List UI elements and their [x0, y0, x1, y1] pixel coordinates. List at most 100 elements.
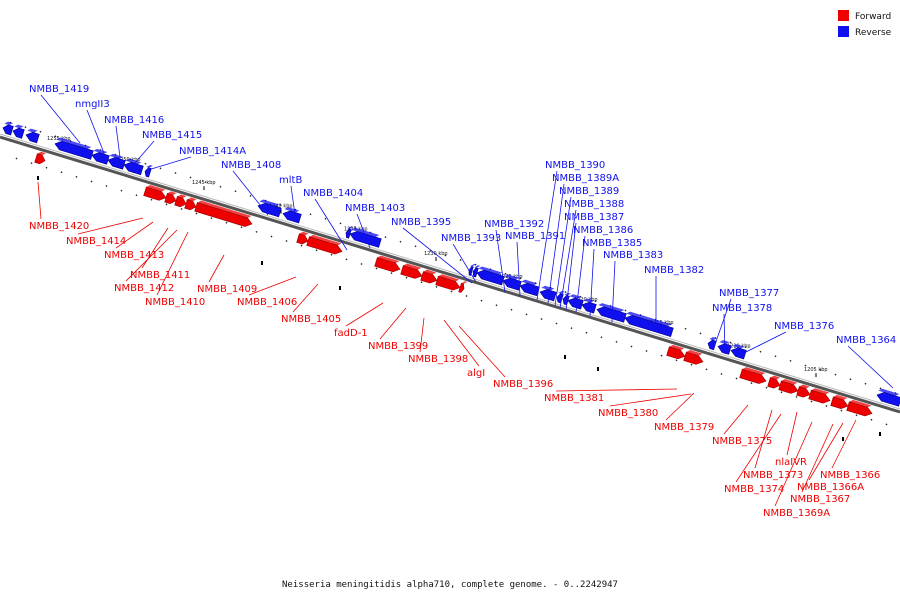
leader-nmbb-1405 [292, 283, 319, 313]
leader-nmbb-1416 [115, 125, 121, 158]
gene-label-nmbb-1414a[interactable]: NMBB_1414A [179, 146, 246, 157]
ruler-dot-lower [630, 345, 633, 348]
gene-label-nmbb-1413[interactable]: NMBB_1413 [104, 250, 164, 261]
gene-arrow-nmbb-1414a [144, 165, 153, 178]
ruler-dot-lower [390, 272, 393, 275]
ruler-dot-upper [219, 185, 222, 188]
gene-label-nmbb-1381[interactable]: NMBB_1381 [544, 393, 604, 404]
ruler-dot-lower [480, 299, 483, 302]
leader-nmbb-1395 [402, 227, 473, 284]
ruler-dot-upper [594, 300, 597, 303]
gene-arrow-nmbb-1366 [846, 399, 873, 417]
ruler-dot-lower [675, 359, 678, 362]
leader-nmbb-1414 [77, 217, 144, 235]
gene-label-nmbb-1414[interactable]: NMBB_1414 [66, 236, 126, 247]
ruler-dot-upper [774, 355, 777, 358]
leader-nmbb-1383 [611, 260, 616, 323]
ruler-dot-lower [105, 185, 108, 188]
gene-label-nmgii3[interactable]: nmgII3 [75, 99, 110, 110]
gene-label-nmbb-1420[interactable]: NMBB_1420 [29, 221, 89, 232]
gene-label-nmbb-1379[interactable]: NMBB_1379 [654, 422, 714, 433]
gene-arrow-fadd-1 [374, 255, 401, 273]
gene-label-mltb[interactable]: mltB [279, 175, 302, 186]
gene-arrow-nmbb-1381 [666, 344, 686, 360]
scale-tick-label: 1205 kbp [804, 367, 828, 373]
gene-label-nmbb-1415[interactable]: NMBB_1415 [142, 130, 202, 141]
gene-label-nmbb-1364[interactable]: NMBB_1364 [836, 335, 896, 346]
gene-label-nmbb-1390[interactable]: NMBB_1390 [545, 160, 605, 171]
gene-label-nmbb-1366[interactable]: NMBB_1366 [820, 470, 880, 481]
ruler-dot-lower [225, 221, 228, 224]
legend: Forward Reverse [838, 10, 892, 38]
ruler-dot-lower [855, 414, 858, 417]
ruler-dot-lower [540, 317, 543, 320]
gene-label-nmbb-1388[interactable]: NMBB_1388 [564, 199, 624, 210]
leader-algi [443, 319, 480, 367]
ruler-dot-upper [459, 259, 462, 262]
genome-axis [0, 133, 900, 414]
gene-label-nmbb-1375[interactable]: NMBB_1375 [712, 436, 772, 447]
gene-label-nmbb-1405[interactable]: NMBB_1405 [281, 314, 341, 325]
gene-label-nmbb-1410[interactable]: NMBB_1410 [145, 297, 205, 308]
gene-label-nmbb-1378[interactable]: NMBB_1378 [712, 303, 772, 314]
gene-arrow-nmbb-1409 [194, 200, 253, 227]
gene-label-nmbb-1408[interactable]: NMBB_1408 [221, 160, 281, 171]
gene-label-nmbb-1389[interactable]: NMBB_1389 [559, 186, 619, 197]
gene-label-nmbb-1386[interactable]: NMBB_1386 [573, 225, 633, 236]
ruler-dot-upper [879, 387, 882, 390]
gene-label-nmbb-1383[interactable]: NMBB_1383 [603, 250, 663, 261]
ruler-dot-lower [825, 405, 828, 408]
gene-label-nmbb-1389a[interactable]: NMBB_1389A [552, 173, 619, 184]
gene-label-nmbb-1412[interactable]: NMBB_1412 [114, 283, 174, 294]
gene-label-nlaivr[interactable]: nlaIVR [775, 457, 807, 468]
gene-label-nmbb-1369a[interactable]: NMBB_1369A [763, 508, 830, 519]
ruler-dot-lower [135, 194, 138, 197]
gene-label-fadd-1[interactable]: fadD-1 [334, 328, 368, 339]
gene-label-nmbb-1374[interactable]: NMBB_1374 [724, 484, 784, 495]
gene-label-nmbb-1376[interactable]: NMBB_1376 [774, 321, 834, 332]
gene-label-nmbb-1403[interactable]: NMBB_1403 [345, 203, 405, 214]
gene-arrow-nmbb-1420 [34, 151, 47, 165]
gene-label-nmbb-1393[interactable]: NMBB_1393 [441, 233, 501, 244]
gene-label-nmbb-1377[interactable]: NMBB_1377 [719, 288, 779, 299]
leader-nmbb-1391 [516, 241, 521, 297]
gene-label-nmbb-1391[interactable]: NMBB_1391 [505, 231, 565, 242]
gene-arrow-nmbb-1408 [257, 199, 282, 218]
legend-reverse-label: Reverse [855, 28, 892, 38]
gene-label-nmbb-1406[interactable]: NMBB_1406 [237, 297, 297, 308]
ruler-dot-upper [384, 236, 387, 239]
gene-label-nmbb-1416[interactable]: NMBB_1416 [104, 115, 164, 126]
leader-nmbb-1367 [801, 423, 834, 493]
gene-label-nmbb-1380[interactable]: NMBB_1380 [598, 408, 658, 419]
ruler-dot-lower [315, 249, 318, 252]
ruler-dot-upper [204, 181, 207, 184]
ruler-dot-lower [180, 207, 183, 210]
gene-label-nmbb-1396[interactable]: NMBB_1396 [493, 379, 553, 390]
gene-label-nmbb-1398[interactable]: NMBB_1398 [408, 354, 468, 365]
gene-label-nmbb-1409[interactable]: NMBB_1409 [197, 284, 257, 295]
gene-arrow-nmbb-1419-b [12, 124, 25, 139]
leader-nmbb-1366a [808, 422, 844, 481]
gene-arrow-nmbb-1414 [143, 185, 167, 201]
leader-nmbb-1414a [147, 156, 192, 171]
gene-label-nmbb-1411[interactable]: NMBB_1411 [130, 270, 190, 281]
gene-label-nmbb-1385[interactable]: NMBB_1385 [582, 238, 642, 249]
gene-label-nmbb-1419[interactable]: NMBB_1419 [29, 84, 89, 95]
gene-label-nmbb-1395[interactable]: NMBB_1395 [391, 217, 451, 228]
leader-nmbb-1409 [208, 254, 225, 283]
ruler-dot-upper [234, 190, 237, 193]
gene-label-nmbb-1392[interactable]: NMBB_1392 [484, 219, 544, 230]
gene-label-nmbb-1373[interactable]: NMBB_1373 [743, 470, 803, 481]
ruler-dot-lower [15, 157, 18, 160]
gene-label-algi[interactable]: algI [467, 368, 485, 379]
gene-label-nmbb-1367[interactable]: NMBB_1367 [790, 494, 850, 505]
gene-label-nmbb-1366a[interactable]: NMBB_1366A [797, 482, 864, 493]
gene-label-nmbb-1404[interactable]: NMBB_1404 [303, 188, 363, 199]
gene-label-nmbb-1387[interactable]: NMBB_1387 [564, 212, 624, 223]
gene-label-nmbb-1399[interactable]: NMBB_1399 [368, 341, 428, 352]
leader-nmbb-1403 [356, 213, 371, 249]
ruler-dot-lower [330, 253, 333, 256]
leader-nmbb-1393 [452, 243, 477, 283]
gene-label-nmbb-1382[interactable]: NMBB_1382 [644, 265, 704, 276]
